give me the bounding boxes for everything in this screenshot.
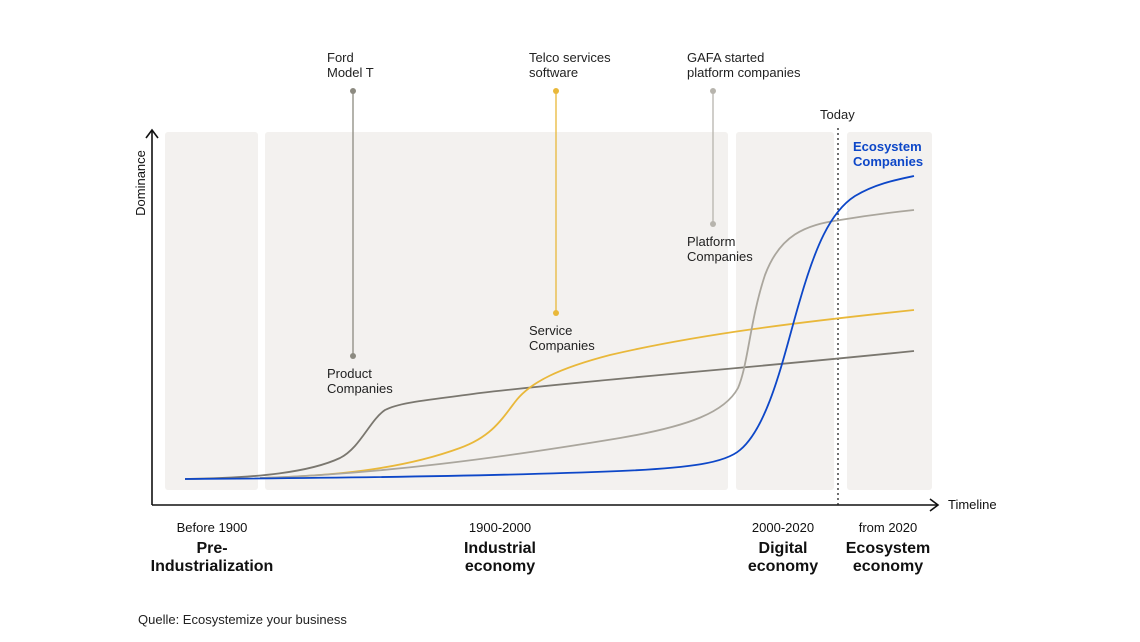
era-period-1900-2000: 1900-2000 (469, 520, 531, 535)
annotation-ford: Ford Model T (327, 50, 374, 359)
era-period-2000-2020: 2000-2020 (752, 520, 814, 535)
era-label-ecosystem: from 2020 Ecosystem economy (846, 520, 931, 575)
era-name-ecosystem-line1: Ecosystem (846, 540, 931, 557)
annotation-gafa-top-dot (710, 88, 716, 94)
x-axis-label: Timeline (948, 497, 997, 512)
annotation-telco-bottom-dot (553, 310, 559, 316)
x-axis-arrow (929, 498, 940, 512)
platform-companies-label-line1: Platform (687, 234, 735, 249)
era-name-industrial-line2: economy (465, 558, 535, 575)
era-name-industrial-line1: Industrial (464, 540, 536, 557)
era-label-digital: 2000-2020 Digital economy (748, 520, 818, 575)
era-period-before-1900: Before 1900 (177, 520, 248, 535)
annotation-ford-top-dot (350, 88, 356, 94)
annotation-ford-bottom-dot (350, 353, 356, 359)
era-panel-ecosystem (847, 132, 932, 490)
era-panel-digital (736, 132, 834, 490)
today-label: Today (820, 107, 855, 122)
annotation-gafa-line2: platform companies (687, 65, 801, 80)
era-label-industrial: 1900-2000 Industrial economy (464, 520, 536, 575)
annotation-gafa: GAFA started platform companies (687, 50, 801, 227)
service-companies-label-line2: Companies (529, 338, 595, 353)
era-name-digital-line2: economy (748, 558, 818, 575)
platform-companies-curve (259, 209, 915, 479)
ecosystem-companies-label-line2: Companies (853, 154, 923, 169)
product-companies-curve (184, 350, 915, 480)
service-companies-curve (259, 309, 915, 479)
era-name-digital-line1: Digital (759, 540, 808, 557)
era-name-pre-line1: Pre- (196, 540, 227, 557)
annotation-gafa-bottom-dot (710, 221, 716, 227)
service-companies-label-line1: Service (529, 323, 572, 338)
y-axis-arrow (145, 128, 159, 139)
annotation-ford-line2: Model T (327, 65, 374, 80)
ecosystem-companies-label-line1: Ecosystem (853, 139, 922, 154)
era-panel-pre-industrial (165, 132, 258, 490)
annotation-telco-top-dot (553, 88, 559, 94)
era-panel-industrial (265, 132, 728, 490)
era-period-from-2020: from 2020 (859, 520, 918, 535)
source-note: Quelle: Ecosystemize your business (138, 612, 347, 627)
annotation-ford-line1: Ford (327, 50, 354, 65)
era-name-pre-line2: Industrialization (151, 558, 274, 575)
era-name-ecosystem-line2: economy (853, 558, 923, 575)
era-label-pre-industrial: Before 1900 Pre- Industrialization (151, 520, 274, 575)
annotation-telco: Telco services software (529, 50, 611, 316)
ecosystem-companies-curve (184, 175, 915, 480)
annotation-telco-line2: software (529, 65, 578, 80)
annotation-telco-line1: Telco services (529, 50, 611, 65)
product-companies-label-line2: Companies (327, 381, 393, 396)
y-axis-label: Dominance (133, 150, 148, 216)
annotation-gafa-line1: GAFA started (687, 50, 764, 65)
platform-companies-label-line2: Companies (687, 249, 753, 264)
product-companies-label-line1: Product (327, 366, 372, 381)
